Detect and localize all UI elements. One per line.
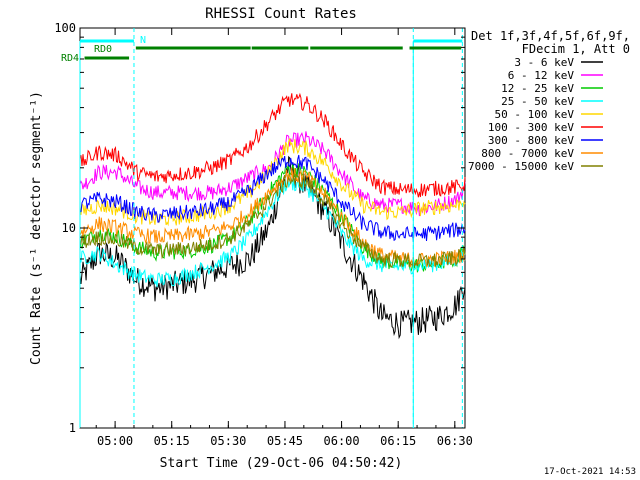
x-tick-label: 06:30: [437, 434, 473, 448]
x-tick-label: 05:45: [267, 434, 303, 448]
x-tick-label: 05:15: [154, 434, 190, 448]
legend-entry-label-6: 300 - 800 keV: [488, 134, 574, 147]
legend-header-decimation: FDecim 1, Att 0: [522, 42, 630, 56]
attenuator-state-label: N: [140, 35, 146, 46]
legend-entry-label-4: 50 - 100 keV: [495, 108, 575, 121]
legend-entry-label-7: 800 - 7000 keV: [481, 147, 574, 160]
plot-layer: N RD0 RD4 05:00 05:15 05:30 05:45 06:00 06:15 06:…: [54, 21, 603, 448]
footer-timestamp: 17-Oct-2021 14:53: [544, 467, 636, 477]
x-tick-label: 06:15: [380, 434, 416, 448]
legend-entry-label-0: 3 - 6 keV: [514, 56, 574, 69]
legend-entry-label-2: 12 - 25 keV: [501, 82, 574, 95]
y-tick-label: 100: [54, 21, 76, 35]
decimation-label-rd0: RD0: [94, 44, 112, 55]
decimation-label-rd4: RD4: [61, 53, 79, 64]
x-tick-label: 05:30: [210, 434, 246, 448]
series-line-8: [79, 173, 466, 268]
legend-entry-label-8: 7000 - 15000 keV: [468, 160, 574, 173]
series-line-0: [79, 155, 466, 340]
y-tick-label: 1: [69, 421, 76, 435]
x-tick-label: 06:00: [324, 434, 360, 448]
legend-header-detectors: Det 1f,3f,4f,5f,6f,9f,: [471, 29, 630, 43]
y-axis-label: Count Rate (s⁻¹ detector segment⁻¹): [29, 91, 44, 365]
legend-entry-label-5: 100 - 300 keV: [488, 121, 574, 134]
series-line-7: [79, 167, 466, 268]
x-tick-label: 05:00: [97, 434, 133, 448]
legend-entry-label-3: 25 - 50 keV: [501, 95, 574, 108]
series-line-6: [79, 154, 466, 242]
series-line-5: [79, 92, 466, 198]
y-tick-label: 10: [62, 221, 76, 235]
x-axis-label: Start Time (29-Oct-06 04:50:42): [160, 456, 403, 471]
chart-title: RHESSI Count Rates: [205, 6, 357, 22]
legend-entry-label-1: 6 - 12 keV: [508, 69, 575, 82]
